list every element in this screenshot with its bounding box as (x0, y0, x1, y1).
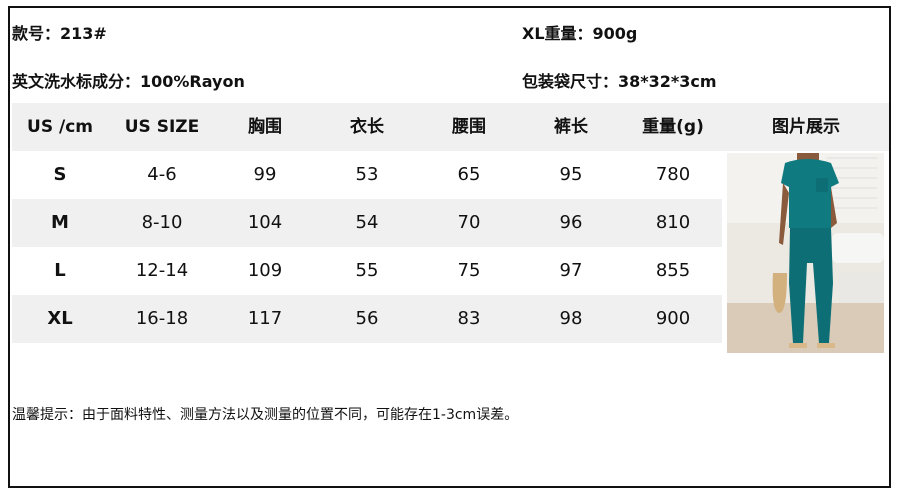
product-photo (727, 153, 884, 353)
table-cell: 95 (559, 164, 583, 185)
column-header: US SIZE (124, 117, 200, 137)
table-row: XL 16-18 117 56 83 98 900 (12, 295, 722, 343)
table-cell: 53 (355, 164, 379, 185)
xl-weight: XL重量：900g (522, 24, 638, 43)
straw-bag (772, 273, 787, 313)
size-chart-frame (8, 6, 891, 488)
table-cell: 16-18 (135, 308, 189, 329)
table-row: S 4-6 99 53 65 95 780 (12, 151, 722, 199)
table-cell: M (51, 212, 69, 233)
measurement-note: 温馨提示：由于面料特性、测量方法以及测量的位置不同，可能存在1-3cm误差。 (12, 407, 519, 423)
table-cell: 109 (247, 260, 283, 281)
table-cell: S (53, 164, 67, 185)
table-cell: 810 (655, 212, 691, 233)
column-header: 腰围 (452, 117, 486, 137)
teal-top (781, 159, 839, 228)
table-cell: 75 (457, 260, 481, 281)
table-cell: 104 (247, 212, 283, 233)
table-cell: L (54, 260, 66, 281)
table-cell: 56 (355, 308, 379, 329)
column-header: 胸围 (248, 117, 282, 137)
table-cell: 98 (559, 308, 583, 329)
table-cell: 4-6 (147, 164, 177, 185)
table-cell: 900 (655, 308, 691, 329)
column-header: 衣长 (350, 117, 384, 137)
table-cell: 83 (457, 308, 481, 329)
table-row: M 8-10 104 54 70 96 810 (12, 199, 722, 247)
package-size: 包装袋尺寸：38*32*3cm (522, 72, 717, 91)
table-cell: 54 (355, 212, 379, 233)
column-header: 图片展示 (772, 117, 840, 137)
column-header: US /cm (27, 117, 93, 137)
table-cell: 12-14 (135, 260, 189, 281)
style-number: 款号：213# (12, 24, 107, 43)
table-cell: 70 (457, 212, 481, 233)
column-header: 裤长 (554, 117, 588, 137)
table-header: US /cm US SIZE 胸围 衣长 腰围 裤长 重量(g) 图片展示 (12, 103, 889, 151)
table-cell: XL (47, 308, 73, 329)
fabric-composition: 英文洗水标成分：100%Rayon (12, 72, 245, 91)
table-cell: 99 (253, 164, 277, 185)
teal-pants (789, 228, 833, 343)
table-cell: 8-10 (141, 212, 183, 233)
table-cell: 96 (559, 212, 583, 233)
table-row: L 12-14 109 55 75 97 855 (12, 247, 722, 295)
table-cell: 97 (559, 260, 583, 281)
table-cell: 117 (247, 308, 283, 329)
column-header: 重量(g) (642, 117, 704, 137)
table-cell: 65 (457, 164, 481, 185)
table-cell: 55 (355, 260, 379, 281)
table-cell: 855 (655, 260, 691, 281)
table-cell: 780 (655, 164, 691, 185)
